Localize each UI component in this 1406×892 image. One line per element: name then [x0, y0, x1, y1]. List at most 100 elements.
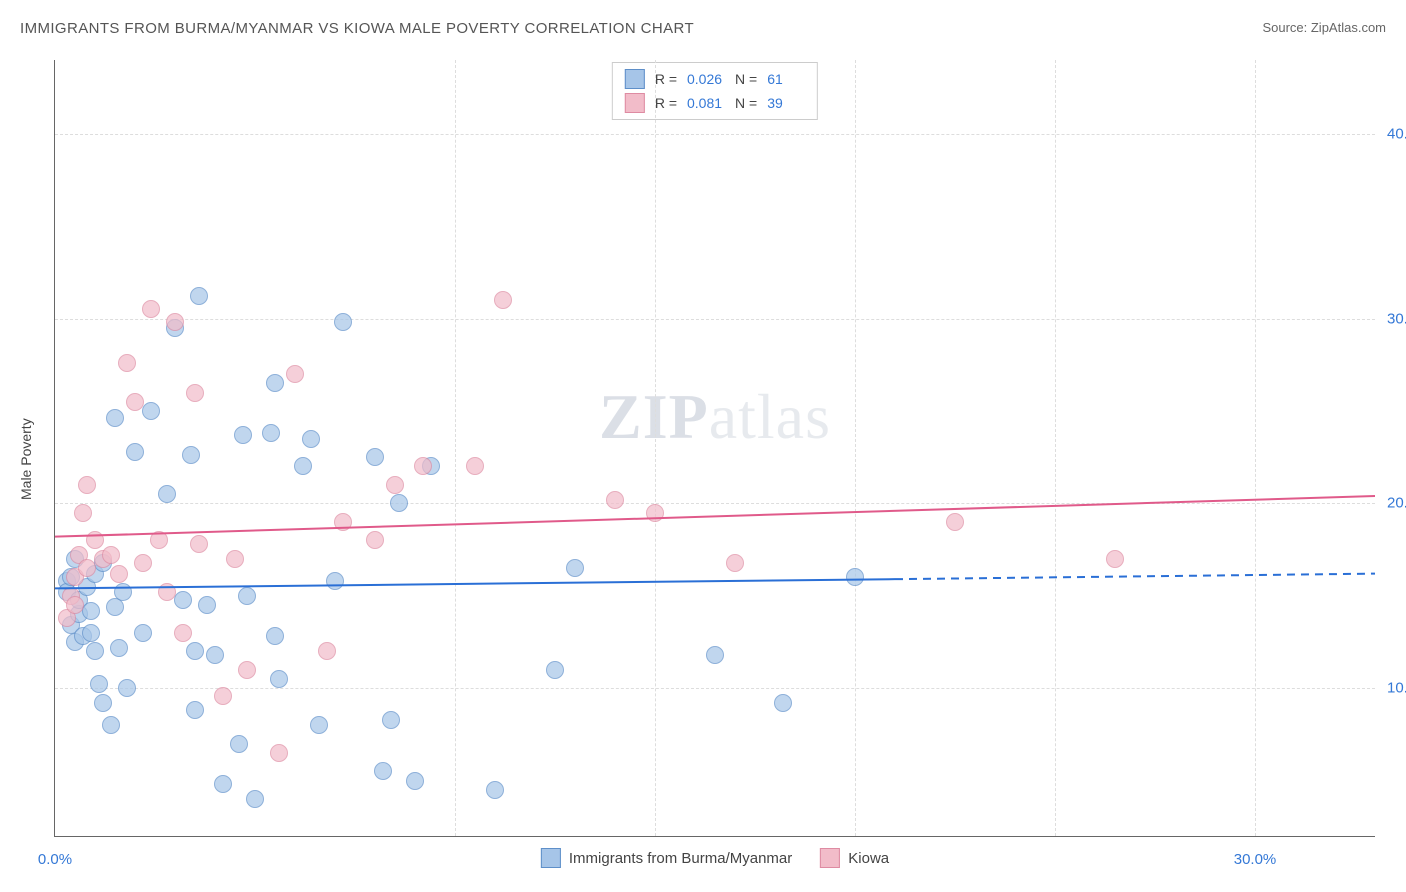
legend-item: Kiowa	[820, 848, 889, 868]
chart-header: IMMIGRANTS FROM BURMA/MYANMAR VS KIOWA M…	[20, 20, 1386, 37]
scatter-point	[546, 661, 564, 679]
scatter-point	[186, 384, 204, 402]
scatter-point	[134, 624, 152, 642]
gridline-horizontal	[55, 688, 1375, 689]
scatter-point	[78, 476, 96, 494]
scatter-point	[86, 531, 104, 549]
scatter-point	[118, 354, 136, 372]
scatter-point	[174, 624, 192, 642]
scatter-point	[114, 583, 132, 601]
watermark: ZIPatlas	[599, 380, 831, 454]
scatter-point	[374, 762, 392, 780]
scatter-point	[230, 735, 248, 753]
scatter-point	[466, 457, 484, 475]
scatter-point	[90, 675, 108, 693]
scatter-point	[286, 365, 304, 383]
scatter-point	[106, 409, 124, 427]
scatter-point	[238, 587, 256, 605]
legend-label: Kiowa	[848, 850, 889, 867]
scatter-point	[606, 491, 624, 509]
xtick-label: 30.0%	[1234, 851, 1277, 868]
scatter-point	[294, 457, 312, 475]
scatter-point	[118, 679, 136, 697]
scatter-point	[142, 402, 160, 420]
ytick-label: 20.0%	[1387, 495, 1406, 512]
scatter-point	[262, 424, 280, 442]
trend-lines	[55, 60, 1375, 836]
scatter-point	[82, 624, 100, 642]
scatter-point	[414, 457, 432, 475]
scatter-point	[234, 426, 252, 444]
scatter-point	[142, 300, 160, 318]
scatter-point	[266, 627, 284, 645]
legend-item: Immigrants from Burma/Myanmar	[541, 848, 792, 868]
scatter-point	[150, 531, 168, 549]
scatter-point	[182, 446, 200, 464]
scatter-point	[318, 642, 336, 660]
scatter-point	[158, 485, 176, 503]
chart-title: IMMIGRANTS FROM BURMA/MYANMAR VS KIOWA M…	[20, 20, 694, 37]
scatter-point	[190, 287, 208, 305]
scatter-point	[158, 583, 176, 601]
gridline-horizontal	[55, 503, 1375, 504]
scatter-point	[846, 568, 864, 586]
scatter-point	[334, 313, 352, 331]
chart-source: Source: ZipAtlas.com	[1262, 20, 1386, 35]
scatter-point	[946, 513, 964, 531]
plot-area: ZIPatlas R = 0.026 N = 61 R = 0.081 N = …	[54, 60, 1375, 837]
scatter-point	[326, 572, 344, 590]
scatter-point	[486, 781, 504, 799]
scatter-point	[134, 554, 152, 572]
scatter-point	[206, 646, 224, 664]
series-legend: Immigrants from Burma/Myanmar Kiowa	[541, 848, 889, 868]
scatter-point	[774, 694, 792, 712]
scatter-point	[86, 642, 104, 660]
scatter-point	[214, 687, 232, 705]
scatter-point	[270, 670, 288, 688]
scatter-point	[366, 448, 384, 466]
y-axis-label: Male Poverty	[18, 418, 34, 500]
scatter-point	[198, 596, 216, 614]
scatter-point	[94, 694, 112, 712]
gridline-vertical	[855, 60, 856, 836]
scatter-point	[566, 559, 584, 577]
scatter-point	[110, 565, 128, 583]
scatter-point	[386, 476, 404, 494]
scatter-point	[390, 494, 408, 512]
scatter-point	[174, 591, 192, 609]
legend-row: R = 0.026 N = 61	[621, 67, 809, 91]
scatter-point	[334, 513, 352, 531]
scatter-point	[406, 772, 424, 790]
legend-swatch-kiowa	[625, 93, 645, 113]
scatter-point	[214, 775, 232, 793]
scatter-point	[78, 559, 96, 577]
scatter-point	[646, 504, 664, 522]
scatter-point	[82, 602, 100, 620]
scatter-point	[126, 393, 144, 411]
gridline-vertical	[1255, 60, 1256, 836]
ytick-label: 10.0%	[1387, 680, 1406, 697]
n-value-burma: 61	[767, 71, 805, 87]
scatter-point	[186, 701, 204, 719]
scatter-point	[382, 711, 400, 729]
scatter-point	[266, 374, 284, 392]
r-n-legend: R = 0.026 N = 61 R = 0.081 N = 39	[612, 62, 818, 120]
scatter-point	[126, 443, 144, 461]
legend-swatch-kiowa	[820, 848, 840, 868]
scatter-point	[186, 642, 204, 660]
scatter-point	[706, 646, 724, 664]
scatter-point	[166, 313, 184, 331]
gridline-horizontal	[55, 319, 1375, 320]
scatter-point	[302, 430, 320, 448]
ytick-label: 40.0%	[1387, 125, 1406, 142]
scatter-point	[102, 716, 120, 734]
n-value-kiowa: 39	[767, 95, 805, 111]
xtick-label: 0.0%	[38, 851, 72, 868]
scatter-point	[238, 661, 256, 679]
scatter-point	[74, 504, 92, 522]
scatter-point	[190, 535, 208, 553]
scatter-point	[494, 291, 512, 309]
scatter-point	[1106, 550, 1124, 568]
scatter-point	[110, 639, 128, 657]
scatter-point	[726, 554, 744, 572]
